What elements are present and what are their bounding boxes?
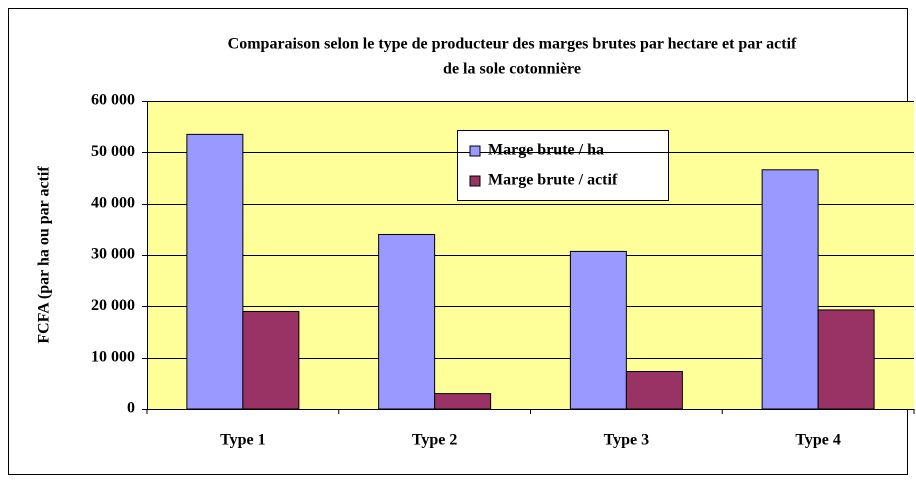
y-tick-label: 30 000 — [91, 246, 135, 263]
y-tick-label: 20 000 — [91, 297, 135, 314]
legend-label: Marge brute / ha — [488, 142, 604, 159]
y-tick-label: 40 000 — [91, 194, 135, 211]
bar — [242, 310, 300, 410]
bar — [817, 309, 875, 410]
legend-swatch — [469, 175, 481, 187]
y-tick-label: 10 000 — [91, 348, 135, 365]
bar — [569, 250, 627, 410]
bar — [625, 371, 683, 410]
bar — [378, 233, 436, 410]
y-tick-label: 0 — [127, 400, 135, 417]
bar — [186, 133, 244, 410]
bar — [761, 169, 819, 410]
chart-title: Comparaison selon le type de producteur … — [228, 36, 797, 53]
chart-subtitle: de la sole cotonnière — [443, 61, 581, 78]
y-tick-label: 50 000 — [91, 143, 135, 160]
legend — [457, 130, 669, 201]
bar — [434, 393, 492, 410]
y-axis-label: FCFA (par ha ou par actif — [36, 166, 53, 344]
x-tick-label: Type 2 — [412, 432, 457, 449]
x-tick-label: Type 4 — [795, 432, 840, 449]
y-tick-label: 60 000 — [91, 92, 135, 109]
x-tick-label: Type 3 — [604, 432, 649, 449]
legend-label: Marge brute / actif — [488, 172, 618, 189]
legend-swatch — [469, 145, 481, 157]
x-tick-label: Type 1 — [220, 432, 265, 449]
